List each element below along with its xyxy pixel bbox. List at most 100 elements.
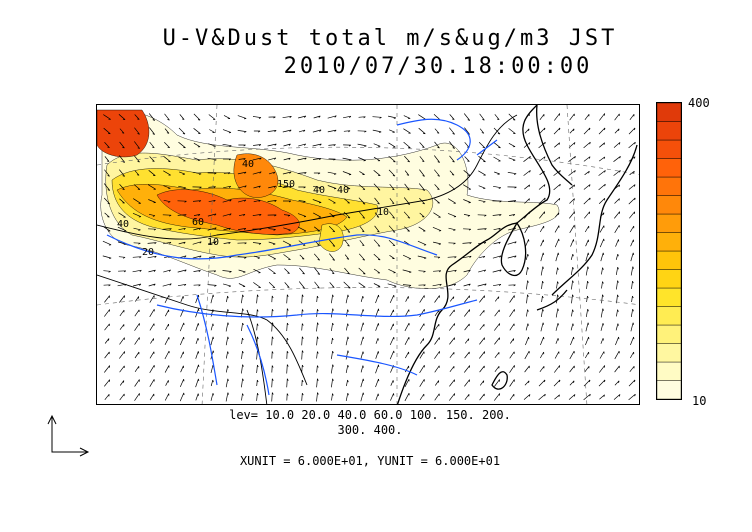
wind-vector	[629, 113, 635, 121]
wind-vector	[630, 252, 635, 262]
wind-vector	[268, 185, 277, 189]
wind-vector	[553, 127, 561, 135]
wind-vector	[268, 241, 276, 245]
wind-vector	[478, 199, 486, 203]
wind-vector	[298, 115, 307, 119]
wind-vector	[492, 269, 502, 273]
wind-vector	[343, 281, 351, 289]
wind-vector	[630, 308, 634, 317]
colorbar-swatch	[656, 306, 682, 326]
wind-vector	[434, 198, 440, 204]
wind-vector	[494, 351, 500, 359]
wind-vector	[163, 170, 171, 176]
wind-vector	[479, 323, 485, 331]
wind-vector	[449, 379, 455, 387]
wind-vector	[253, 255, 261, 259]
wind-vector	[374, 225, 380, 233]
wind-vector	[601, 294, 604, 304]
wind-vector	[119, 295, 125, 303]
wind-vector	[358, 116, 366, 119]
wind-vector	[569, 211, 576, 219]
wind-vector	[494, 379, 500, 387]
coastlines	[396, 105, 638, 404]
wind-vector	[492, 200, 502, 203]
wind-vector	[178, 185, 186, 189]
wind-vector	[148, 184, 156, 190]
wind-vector	[540, 252, 545, 262]
wind-vector	[449, 351, 455, 359]
wind-vector	[464, 393, 470, 401]
wind-vector	[148, 199, 156, 204]
colorbar-swatch	[656, 269, 682, 289]
wind-vector	[298, 143, 307, 147]
wind-vector	[449, 155, 455, 163]
wind-vector	[569, 225, 575, 233]
wind-vector	[133, 198, 141, 204]
wind-vector	[149, 141, 155, 149]
wind-vector	[192, 186, 202, 189]
wind-vector	[241, 322, 244, 332]
wind-vector	[134, 127, 140, 135]
wind-vector	[164, 128, 170, 134]
wind-vector	[583, 393, 591, 401]
wind-vector	[540, 322, 545, 332]
wind-vector	[419, 169, 425, 177]
wind-vector	[360, 365, 364, 373]
wind-vector	[628, 127, 636, 135]
wind-vector	[373, 283, 381, 288]
wind-vector	[149, 379, 155, 387]
wind-vector	[403, 141, 411, 149]
wind-vector	[584, 113, 590, 121]
wind-vector	[343, 144, 352, 147]
wind-vector	[149, 309, 155, 317]
wind-vector	[556, 281, 559, 289]
wind-vector	[316, 322, 319, 332]
wind-vector	[585, 336, 590, 346]
wind-vector	[373, 156, 381, 162]
wind-vector	[434, 141, 440, 149]
wind-vector	[434, 155, 440, 163]
wind-vector	[553, 379, 561, 387]
colorbar	[656, 102, 682, 400]
wind-vector	[479, 255, 486, 259]
plot-title-line2: 2010/07/30.18:00:00	[283, 54, 593, 79]
wind-vector	[479, 351, 486, 359]
wind-vector	[585, 322, 590, 332]
wind-vector	[554, 113, 561, 121]
wind-vector	[616, 309, 619, 317]
wind-vector	[600, 323, 604, 331]
wind-vector	[538, 379, 546, 387]
wind-vector	[329, 267, 335, 275]
wind-vector	[241, 294, 244, 304]
wind-vector	[585, 308, 589, 317]
wind-vector	[180, 296, 184, 302]
wind-vector	[207, 227, 217, 231]
wind-vector	[615, 336, 620, 346]
wind-vector	[238, 269, 246, 273]
wind-vector	[539, 365, 545, 373]
wind-vector	[553, 170, 561, 176]
wind-vector	[134, 309, 140, 317]
wind-vector	[207, 172, 217, 175]
wind-vector	[343, 115, 352, 119]
wind-vector	[404, 351, 410, 359]
wind-vector	[584, 225, 590, 233]
wind-vector	[252, 116, 262, 119]
wind-vector	[375, 351, 380, 359]
wind-vector	[225, 378, 229, 388]
wind-vector	[419, 156, 425, 163]
wind-vector	[569, 113, 575, 121]
colorbar-swatch	[656, 324, 682, 344]
wind-vector	[599, 142, 606, 148]
wind-vector	[360, 296, 364, 302]
wind-vector	[553, 197, 561, 205]
wind-vector	[210, 379, 214, 387]
wind-vector	[237, 130, 247, 133]
wind-vector	[345, 294, 349, 304]
wind-vector	[104, 156, 110, 162]
wind-vector	[223, 283, 231, 288]
wind-vector	[508, 128, 516, 134]
wind-vector	[312, 158, 322, 161]
wind-vector	[104, 309, 111, 317]
wind-vector	[316, 392, 319, 402]
